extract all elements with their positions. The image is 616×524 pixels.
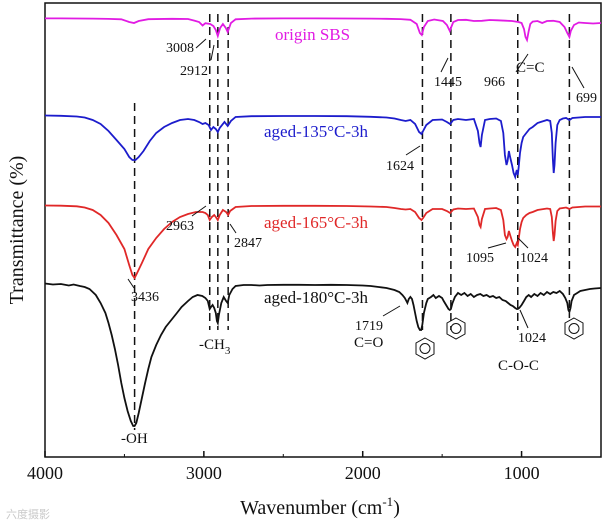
- x-tick-label-2000: 2000: [345, 463, 381, 483]
- peak-label-3436: 3436: [131, 290, 159, 305]
- x-axis-ticks: 4000 3000 2000 1000: [27, 451, 602, 483]
- peak-label-966: 966: [484, 75, 505, 90]
- series-label-aged-180: aged-180°C-3h: [264, 288, 369, 307]
- x-tick-label-4000: 4000: [27, 463, 63, 483]
- watermark: 六度摄影: [6, 507, 50, 521]
- series-line-origin-sbs: [45, 17, 602, 43]
- reference-lines: [133, 14, 571, 430]
- peak-label-1624: 1624: [386, 159, 414, 174]
- series-label-aged-135: aged-135°C-3h: [264, 122, 369, 141]
- arrow-1624: [405, 145, 421, 156]
- peak-label-3008: 3008: [166, 41, 194, 56]
- arrow-3008: [195, 38, 207, 49]
- peak-label-1445: 1445: [434, 75, 462, 90]
- peak-label-oh: -OH: [121, 431, 148, 447]
- peak-label-2963: 2963: [166, 219, 194, 234]
- arrow-2912: [210, 44, 215, 61]
- peak-label-2847: 2847: [234, 236, 262, 251]
- peak-label-1719: 1719: [355, 319, 383, 334]
- series-label-origin-sbs: origin SBS: [275, 25, 350, 44]
- arrow-2963: [191, 205, 207, 217]
- peak-label-1095: 1095: [466, 251, 494, 266]
- series-line-aged-165-c-3h: [44, 204, 601, 280]
- peak-label-ch3: -CH3: [199, 337, 231, 357]
- arrow-1445: [440, 57, 449, 73]
- peak-label-1024-180: 1024: [518, 331, 546, 346]
- peak-label-c=c: C=C: [516, 60, 544, 76]
- series-label-aged-165: aged-165°C-3h: [264, 213, 369, 232]
- benzene-ring-icon: [415, 337, 435, 360]
- plot-frame: [44, 2, 602, 458]
- arrow-1719: [382, 305, 401, 317]
- benzene-ring-icon: [446, 317, 466, 340]
- series-line-aged-180-c-3h: [44, 282, 602, 427]
- arrow-1095: [487, 242, 507, 249]
- peak-label-2912: 2912: [180, 64, 208, 79]
- annotation-arrows: [127, 38, 585, 329]
- arrow-2847: [229, 223, 237, 234]
- peak-label-699: 699: [576, 91, 597, 106]
- peak-label-c-o-c: C-O-C: [498, 358, 539, 374]
- x-tick-label-3000: 3000: [186, 463, 222, 483]
- peak-label-c=o: C=O: [354, 335, 383, 351]
- series-layer: [44, 17, 602, 427]
- x-tick-label-1000: 1000: [504, 463, 540, 483]
- arrow-1024a: [517, 237, 529, 249]
- arrow-3436: [127, 278, 135, 289]
- arrow-1024b: [519, 309, 529, 329]
- peak-label-1024-165: 1024: [520, 251, 548, 266]
- x-axis-title: Wavenumber (cm-1): [240, 494, 400, 519]
- arrow-966: [515, 53, 529, 73]
- y-axis-title: Transmittance (%): [6, 156, 28, 305]
- series-line-aged-135-c-3h: [44, 114, 601, 181]
- benzene-ring-icon: [564, 317, 584, 340]
- arrow-699: [571, 66, 585, 89]
